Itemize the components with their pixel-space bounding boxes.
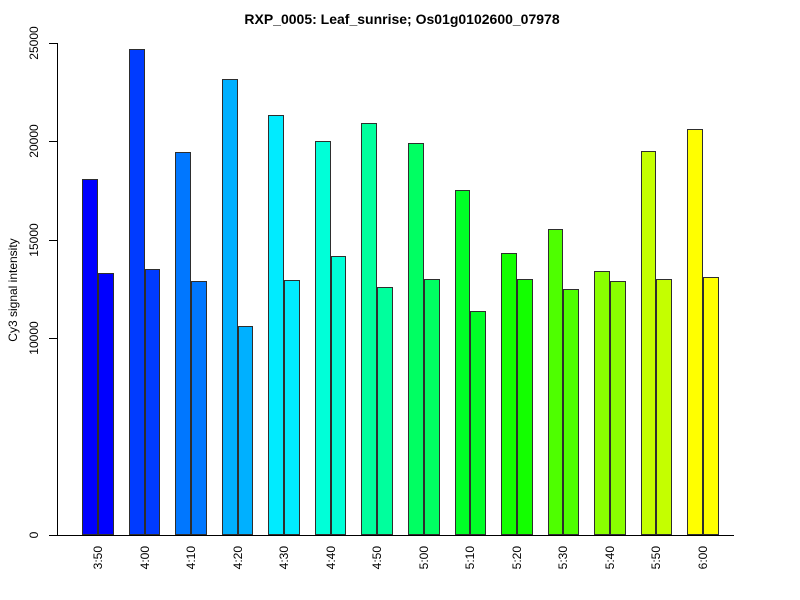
x-tick-label: 5:00 [416, 546, 431, 570]
bar-4:20-bar1 [221, 79, 238, 535]
bar-4:00-bar2 [144, 269, 161, 535]
bar-4:40-bar1 [314, 141, 331, 535]
bar-4:20-bar2 [237, 326, 254, 535]
bar-3:50-bar1 [82, 179, 98, 535]
x-tick-label: 5:20 [509, 546, 524, 570]
y-tick-label: 25000 [27, 26, 41, 60]
x-tick-label: 4:30 [277, 546, 292, 570]
x-tick-label: 4:20 [230, 546, 245, 570]
bar-5:40-bar2 [609, 281, 626, 535]
x-tick-label: 4:10 [184, 546, 199, 570]
bar-5:50-bar1 [640, 151, 657, 535]
x-tick-label: 3:50 [91, 546, 105, 570]
chart-title: RXP_0005: Leaf_sunrise; Os01g0102600_079… [244, 11, 560, 27]
bar-4:30-bar2 [284, 280, 300, 535]
y-tick-label: 10000 [27, 321, 41, 355]
bar-5:00-bar1 [407, 143, 424, 535]
y-axis-tick [49, 338, 57, 339]
bar-4:30-bar1 [268, 115, 285, 535]
bar-4:00-bar1 [128, 49, 145, 535]
y-tick-label: 15000 [27, 223, 41, 257]
bar-5:00-bar2 [423, 279, 440, 535]
y-axis-line [57, 43, 58, 535]
bar-4:10-bar2 [191, 281, 207, 535]
x-tick-label: 5:40 [602, 546, 617, 570]
x-tick-label: 5:10 [463, 546, 478, 570]
bar-5:30-bar1 [547, 229, 564, 535]
x-tick-label: 4:00 [137, 546, 152, 570]
y-axis-label: Cy3 signal intensity [6, 238, 20, 342]
y-axis-tick [49, 141, 57, 142]
y-axis-tick [49, 43, 57, 44]
bar-4:50-bar1 [361, 123, 378, 535]
bar-4:50-bar2 [377, 287, 394, 535]
bar-5:10-bar2 [470, 311, 487, 535]
bar-5:20-bar2 [516, 279, 533, 535]
bar-5:30-bar2 [563, 289, 580, 535]
bar-5:10-bar1 [454, 190, 471, 535]
bar-5:50-bar2 [656, 279, 673, 535]
bar-5:20-bar1 [501, 253, 517, 535]
bar-5:40-bar1 [594, 271, 610, 535]
x-tick-label: 4:50 [370, 546, 385, 570]
bar-3:50-bar2 [98, 273, 114, 535]
x-tick-label: 4:40 [323, 546, 338, 570]
x-tick-label: 5:30 [556, 546, 571, 570]
y-axis-tick [49, 535, 57, 536]
bar-6:00-bar2 [703, 277, 719, 535]
x-tick-label: 6:00 [696, 546, 711, 570]
bar-4:40-bar2 [330, 256, 347, 535]
bar-4:10-bar1 [175, 152, 192, 535]
bar-6:00-bar1 [687, 129, 704, 535]
y-tick-label: 0 [27, 531, 41, 539]
x-tick-label: 5:50 [649, 546, 664, 570]
y-tick-label: 20000 [27, 124, 41, 158]
x-axis-baseline [57, 535, 734, 536]
y-axis-tick [49, 240, 57, 241]
